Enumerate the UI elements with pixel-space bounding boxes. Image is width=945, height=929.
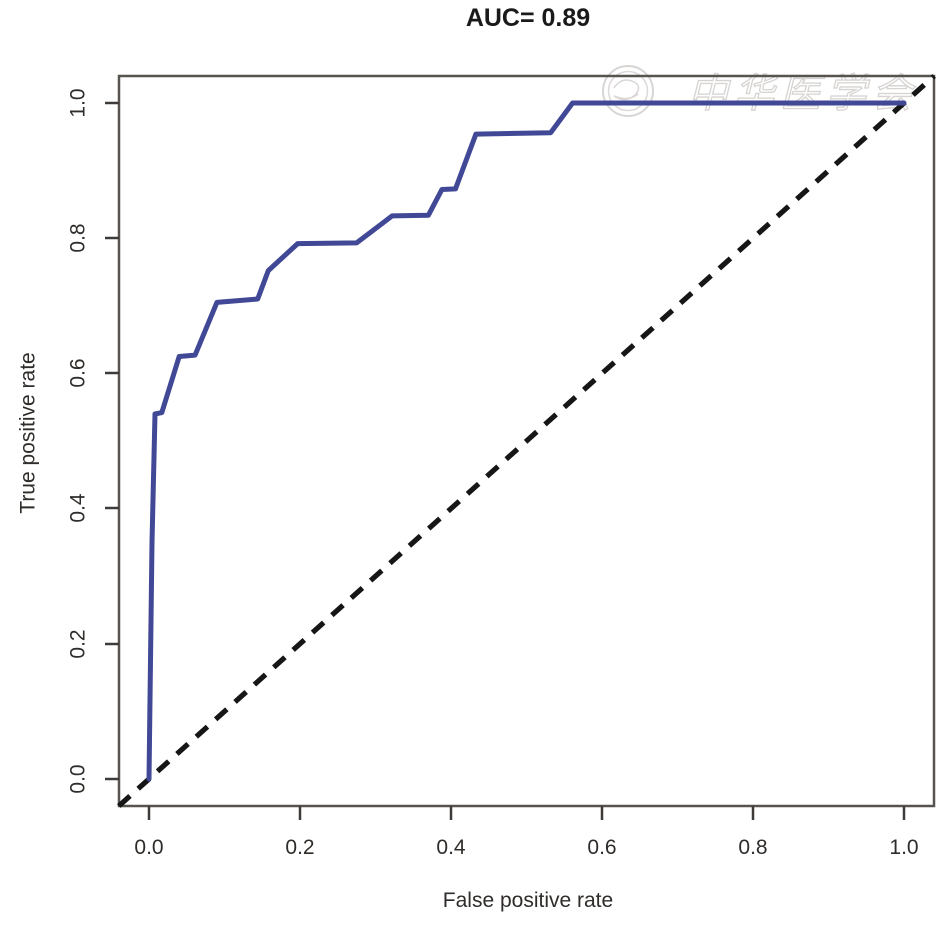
seal-logo-icon: [602, 65, 654, 117]
x-tick-label: 0.0: [134, 836, 163, 859]
watermark-text: 中华医学会: [688, 72, 918, 116]
x-axis-label: False positive rate: [443, 889, 613, 912]
chart-title: AUC= 0.89: [466, 4, 590, 32]
y-tick-label: 0.8: [66, 223, 89, 252]
y-tick-label: 0.2: [66, 629, 89, 658]
y-axis: [105, 101, 119, 781]
plot-box: [117, 74, 936, 808]
seal-logo-inner-ring: [607, 70, 649, 112]
x-tick-label: 1.0: [889, 836, 918, 859]
y-tick-label: 1.0: [66, 88, 89, 117]
x-axis-tick-labels: 0.0 0.2 0.4 0.6 0.8 1.0: [134, 836, 918, 859]
y-axis-tick-labels: 0.0 0.2 0.4 0.6 0.8 1.0: [66, 88, 89, 793]
x-axis: [147, 806, 906, 820]
watermark: 中华医学会: [602, 65, 918, 117]
seal-logo-glyph: [613, 79, 640, 101]
roc-curve: [146, 100, 907, 782]
x-tick-label: 0.6: [587, 836, 616, 859]
y-tick-label: 0.6: [66, 358, 89, 387]
y-axis-label: True positive rate: [16, 352, 39, 513]
y-tick-label: 0.0: [66, 764, 89, 793]
x-tick-label: 0.8: [738, 836, 767, 859]
chance-diagonal-line: [117, 74, 936, 808]
x-tick-label: 0.2: [285, 836, 314, 859]
x-tick-label: 0.4: [436, 836, 466, 859]
y-tick-label: 0.4: [66, 493, 89, 523]
